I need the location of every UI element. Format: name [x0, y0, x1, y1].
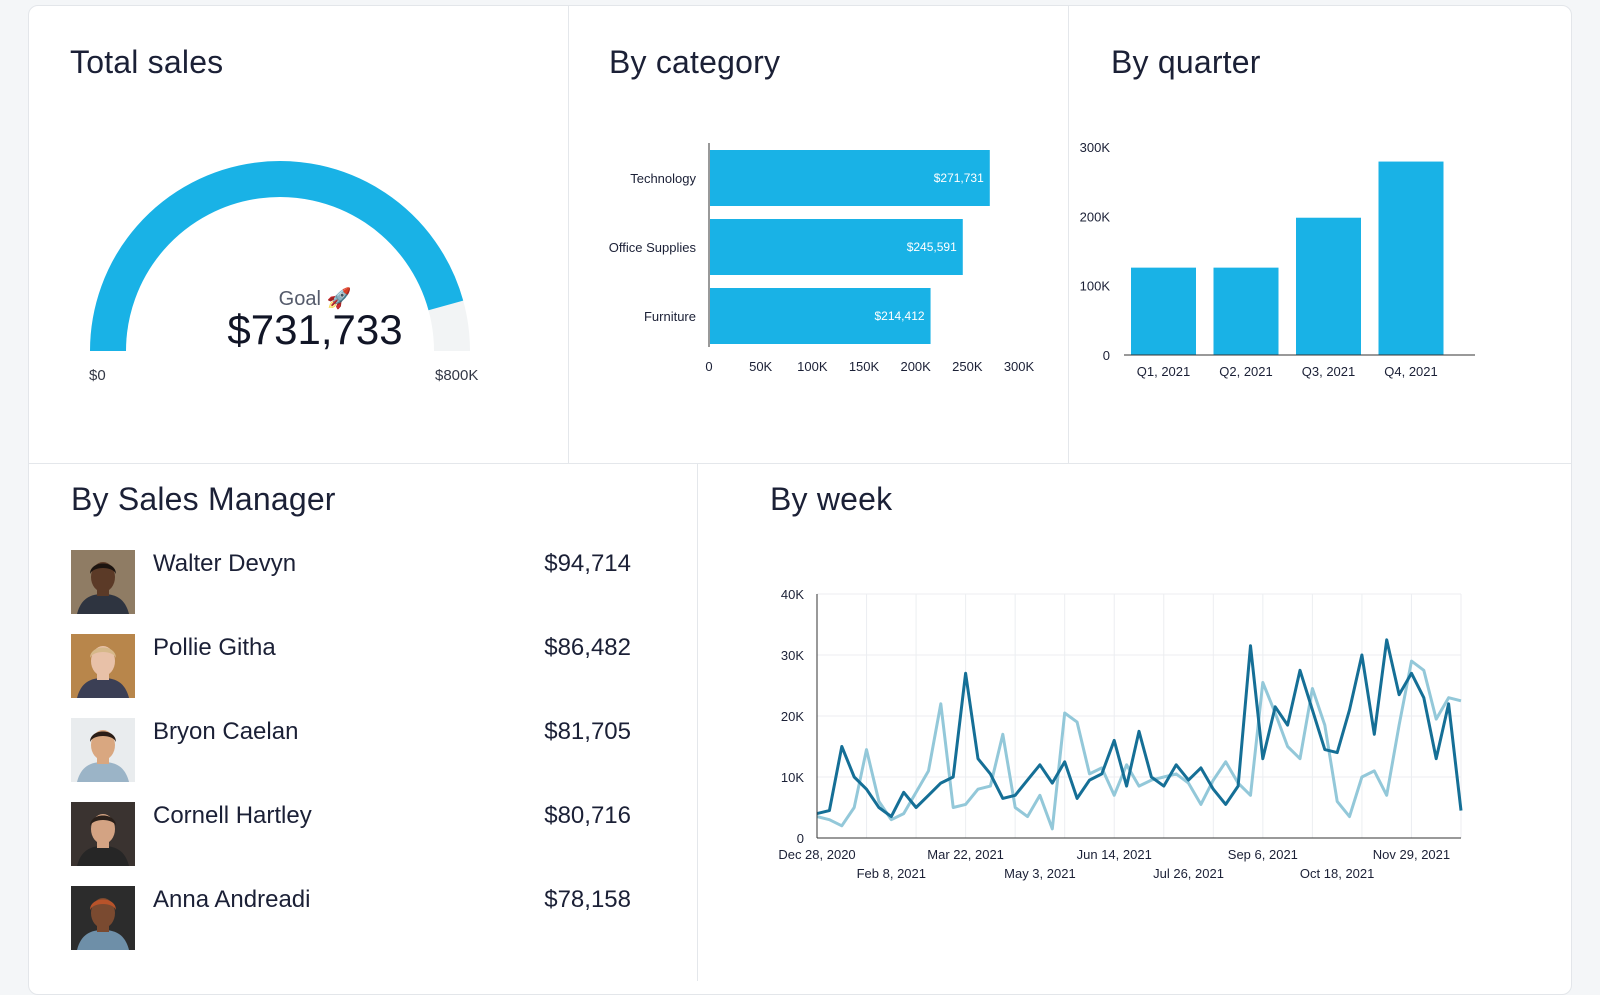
category-x-tick: 0 [705, 359, 712, 374]
week-x-tick: Mar 22, 2021 [927, 847, 1004, 862]
category-label: Technology [630, 171, 696, 186]
avatar [71, 718, 135, 782]
quarter-y-tick: 100K [1080, 279, 1111, 294]
week-x-tick: Jul 26, 2021 [1153, 866, 1224, 881]
by-week-panel: By week 0 10K 20K 30K 40K Dec 28, 2020 Mar 22,… [698, 464, 1571, 981]
manager-row[interactable]: Anna Andreadi $78,158 [71, 886, 631, 950]
divider-vertical-3 [697, 464, 698, 981]
avatar [71, 634, 135, 698]
manager-row[interactable]: Walter Devyn $94,714 [71, 550, 631, 614]
divider-horizontal [29, 463, 1571, 464]
manager-sales-value: $94,714 [544, 550, 631, 577]
quarter-bar-chart: Q1, 2021 Q2, 2021 Q3, 2021 Q4, 2021 0 100K 200… [1080, 140, 1475, 379]
total-sales-title: Total sales [70, 44, 224, 80]
week-grid [817, 593, 1462, 838]
gauge-chart [90, 161, 470, 352]
week-y-tick: 0 [797, 831, 804, 846]
avatar [71, 886, 135, 950]
manager-name: Anna Andreadi [153, 886, 311, 913]
week-y-tick: 30K [781, 648, 804, 663]
by-quarter-panel: By quarter Q1, 2021 Q2, 2021 Q3, 2021 Q4, 2… [1069, 6, 1571, 463]
by-manager-panel: By Sales Manager Walter Devyn $94,714 Pol… [29, 464, 697, 981]
divider-vertical-2 [1068, 6, 1069, 464]
week-x-tick: Dec 28, 2020 [778, 847, 855, 862]
manager-row[interactable]: Bryon Caelan $81,705 [71, 718, 631, 782]
category-x-tick: 250K [952, 359, 983, 374]
by-category-panel: By category Technology $271,731 Office Sup… [569, 6, 1068, 463]
week-x-tick: Jun 14, 2021 [1077, 847, 1152, 862]
manager-sales-value: $80,716 [544, 802, 631, 829]
quarter-y-tick: 300K [1080, 140, 1111, 155]
category-x-tick: 100K [797, 359, 828, 374]
week-x-tick: Nov 29, 2021 [1373, 847, 1450, 862]
week-series-a-line [816, 638, 1463, 819]
gauge-goal-label: Goal 🚀 [278, 288, 352, 310]
by-week-title: By week [770, 481, 893, 517]
quarter-x-tick: Q3, 2021 [1302, 364, 1356, 379]
avatar [71, 550, 135, 614]
category-bar [710, 219, 963, 275]
total-sales-panel: Total sales Goal 🚀 $731,733 $0 $800K [29, 6, 568, 463]
quarter-bar [1213, 267, 1279, 355]
quarter-y-tick: 200K [1080, 209, 1111, 224]
week-x-tick: May 3, 2021 [1004, 866, 1076, 881]
gauge-max-label: $800K [435, 367, 479, 384]
gauge-fill [90, 161, 464, 352]
category-data-label: $245,591 [907, 240, 957, 254]
category-x-tick: 50K [749, 359, 772, 374]
category-data-label: $271,731 [934, 171, 984, 185]
week-y-tick: 10K [781, 770, 804, 785]
week-y-tick: 20K [781, 709, 804, 724]
category-bar-chart: Technology $271,731 Office Supplies $245,59… [609, 143, 1035, 374]
quarter-bar [1296, 217, 1361, 355]
category-label: Office Supplies [609, 240, 697, 255]
category-bar [710, 150, 990, 206]
manager-name: Pollie Githa [153, 634, 276, 661]
manager-sales-value: $78,158 [544, 886, 631, 913]
quarter-y-tick: 0 [1103, 348, 1110, 363]
manager-name: Cornell Hartley [153, 802, 312, 829]
week-x-tick: Feb 8, 2021 [857, 866, 926, 881]
by-manager-title: By Sales Manager [71, 481, 336, 517]
avatar [71, 802, 135, 866]
by-quarter-title: By quarter [1111, 44, 1261, 80]
week-x-tick: Oct 18, 2021 [1300, 866, 1374, 881]
quarter-x-tick: Q2, 2021 [1219, 364, 1273, 379]
manager-row[interactable]: Pollie Githa $86,482 [71, 634, 631, 698]
manager-name: Walter Devyn [153, 550, 297, 577]
by-category-title: By category [609, 44, 781, 80]
category-x-tick: 150K [849, 359, 880, 374]
week-series-b-line [816, 659, 1462, 831]
category-bar [710, 288, 931, 344]
divider-vertical-1 [568, 6, 569, 464]
category-x-tick: 200K [900, 359, 931, 374]
quarter-bar [1378, 161, 1444, 355]
week-line-chart: 0 10K 20K 30K 40K Dec 28, 2020 Mar 22, 2021 Jun… [778, 587, 1463, 881]
category-data-label: $214,412 [874, 309, 924, 323]
gauge-value: $731,733 [227, 306, 403, 353]
quarter-x-tick: Q1, 2021 [1137, 364, 1191, 379]
manager-name: Bryon Caelan [153, 718, 299, 745]
week-x-tick: Sep 6, 2021 [1228, 847, 1298, 862]
quarter-x-tick: Q4, 2021 [1384, 364, 1438, 379]
week-y-tick: 40K [781, 587, 804, 602]
gauge-min-label: $0 [89, 367, 106, 384]
manager-row[interactable]: Cornell Hartley $80,716 [71, 802, 631, 866]
manager-sales-value: $86,482 [544, 634, 631, 661]
quarter-bar [1131, 267, 1196, 355]
category-label: Furniture [644, 309, 696, 324]
category-x-tick: 300K [1004, 359, 1035, 374]
manager-sales-value: $81,705 [544, 718, 631, 745]
